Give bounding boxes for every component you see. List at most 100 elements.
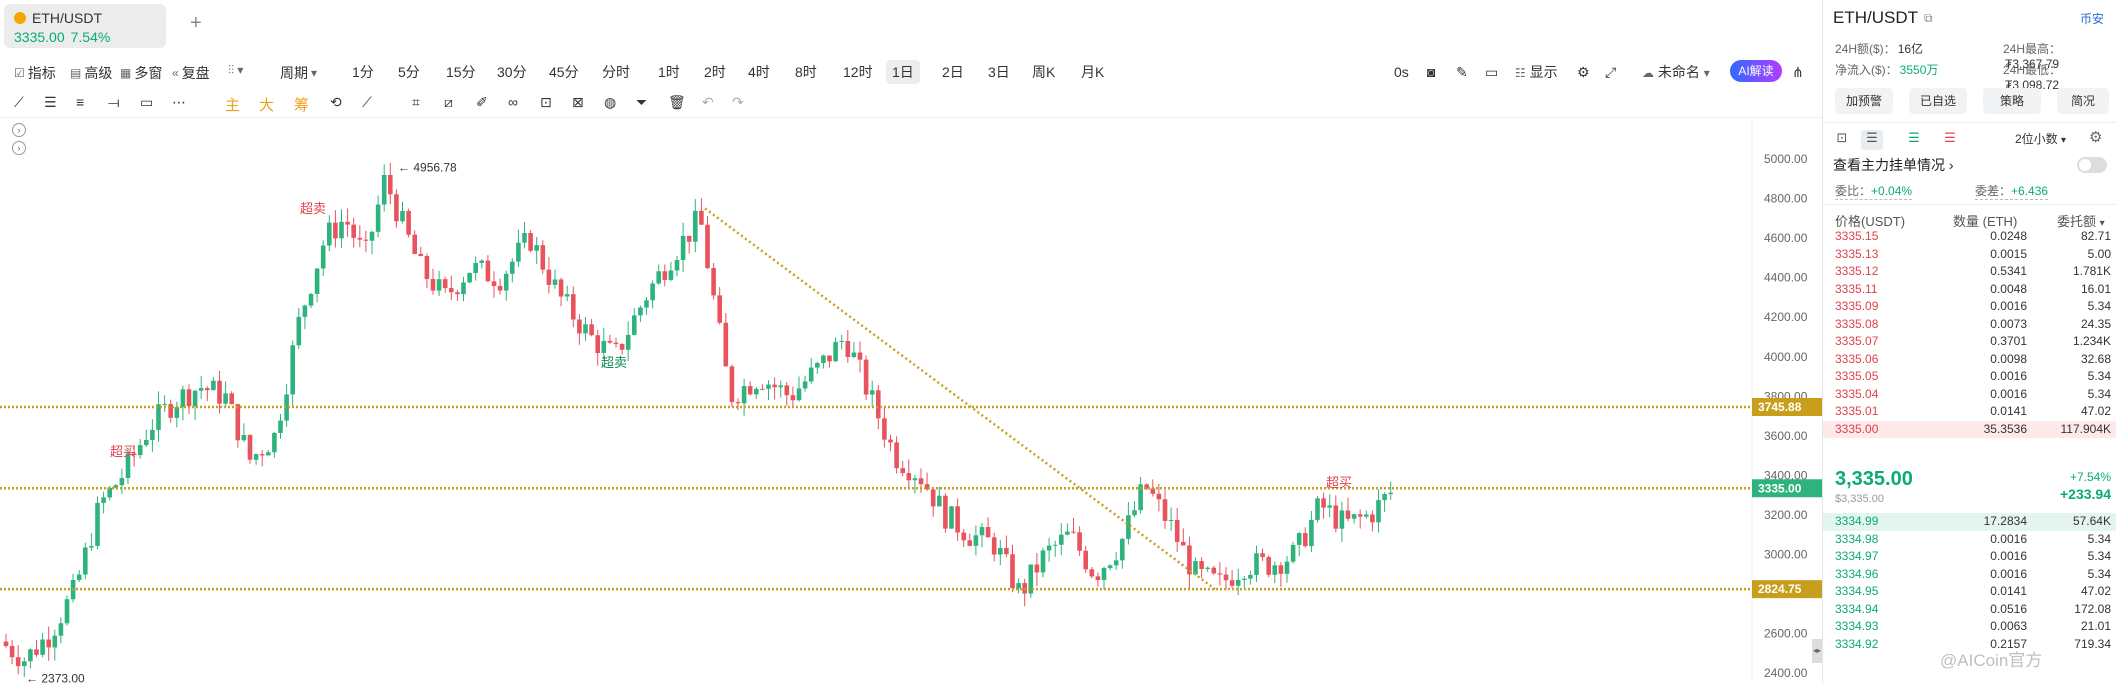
add-tab-button[interactable]: + — [190, 12, 202, 34]
share-icon[interactable]: ⋔ — [1792, 64, 1804, 80]
period-3[interactable]: 30分 — [497, 64, 527, 80]
candle-body — [821, 355, 826, 363]
trash-icon[interactable]: 🗑 — [668, 94, 686, 110]
ray-tool-icon[interactable]: ⟞ — [108, 94, 120, 110]
main-orders-toggle[interactable] — [2077, 157, 2107, 173]
period-dropdown[interactable]: 周期 ▾ — [280, 65, 318, 81]
ruler-tool-icon[interactable]: ⧄ — [444, 94, 453, 110]
candle-body — [833, 341, 838, 362]
period-1[interactable]: 5分 — [398, 64, 420, 80]
chart-type-button[interactable]: ⫶⫶ ▾ — [228, 63, 243, 78]
candlestick-chart[interactable]: › › 5000.00 4800.00 4600.00 4400.00 4200.00 4… — [0, 119, 1822, 683]
copy-icon[interactable]: ⧉ — [1924, 10, 1933, 25]
settings-icon[interactable]: ⚙ — [1577, 64, 1590, 80]
measure-tool-icon[interactable]: ⟋ — [362, 94, 372, 110]
more-tools-icon[interactable]: ⋯ — [172, 94, 186, 110]
bid-row[interactable]: 3334.93 0.0063 21.01 — [1823, 618, 2116, 636]
bid-row[interactable]: 3334.92 0.2157 719.34 — [1823, 636, 2116, 654]
crop-tool-icon[interactable]: ⌗ — [412, 94, 420, 110]
ask-row[interactable]: 3335.07 0.3701 1.234K — [1823, 333, 2116, 351]
price-axis-label: 3200.00 — [1764, 508, 1808, 522]
lock-tool-icon[interactable]: ⊡ — [540, 94, 552, 110]
ask-row[interactable]: 3335.15 0.0248 82.71 — [1823, 228, 2116, 246]
period-12[interactable]: 2日 — [942, 64, 964, 80]
main-force-button[interactable]: 主 — [225, 97, 241, 114]
brush-tool-icon[interactable]: ✐ — [476, 94, 488, 110]
chips-button[interactable]: 筹 — [294, 97, 310, 114]
ask-total: 1.234K — [2072, 334, 2111, 348]
ask-row[interactable]: 3335.12 0.5341 1.781K — [1823, 263, 2116, 281]
magnet2-tool-icon[interactable]: ◍ — [604, 94, 617, 110]
candle-body — [1077, 532, 1082, 551]
chart-scroll-handle[interactable]: ◂▸ — [1812, 639, 1822, 663]
exchange-link[interactable]: 币安 — [2079, 12, 2104, 26]
display-button[interactable]: ☷ 显示 — [1515, 64, 1558, 80]
period-13[interactable]: 3日 — [988, 64, 1010, 80]
bid-row[interactable]: 3334.95 0.0141 47.02 — [1823, 583, 2116, 601]
book-mode-bids-icon[interactable]: ☰ — [1908, 130, 1920, 145]
big-order-button[interactable]: 大 — [259, 97, 275, 114]
book-mode-asks-icon[interactable]: ☰ — [1944, 130, 1956, 145]
period-2[interactable]: 15分 — [446, 64, 476, 80]
period-14[interactable]: 周K — [1032, 64, 1056, 80]
fullscreen-icon[interactable]: ⤢ — [1605, 64, 1617, 80]
ask-row[interactable]: 3335.11 0.0048 16.01 — [1823, 281, 2116, 299]
magnet-tool-icon[interactable]: ⟲ — [330, 94, 342, 110]
ask-row[interactable]: 3335.04 0.0016 5.34 — [1823, 386, 2116, 404]
bid-row[interactable]: 3334.94 0.0516 172.08 — [1823, 601, 2116, 619]
book-mode-both-icon[interactable]: ☰ — [1861, 130, 1883, 150]
period-5[interactable]: 分时 — [602, 64, 630, 80]
book-mode-depth-icon[interactable]: ⊡ — [1836, 130, 1848, 145]
tab-eth-usdt[interactable]: ETH/USDT 3335.00 7.54% — [4, 4, 166, 48]
alert-tool-icon[interactable]: ⊠ — [572, 94, 584, 110]
watchlist-button[interactable]: 已自选 — [1909, 88, 1967, 114]
ask-row[interactable]: 3335.08 0.0073 24.35 — [1823, 316, 2116, 334]
multi-window-button[interactable]: ▦ 多窗 — [120, 65, 163, 81]
period-15[interactable]: 月K — [1081, 64, 1105, 80]
camera-icon[interactable]: ◙ — [1427, 64, 1436, 80]
ask-row[interactable]: 3335.00 35.3536 117.904K — [1823, 420, 2116, 438]
redo-icon[interactable]: ↷ — [732, 94, 744, 110]
ask-price: 3335.12 — [1835, 264, 1879, 278]
ai-interpret-button[interactable]: AI解读 — [1730, 60, 1782, 82]
ask-row[interactable]: 3335.06 0.0098 32.68 — [1823, 351, 2116, 369]
rectangle-tool-icon[interactable]: ▭ — [140, 94, 154, 110]
expand-icon[interactable]: › — [12, 141, 26, 155]
replay-button[interactable]: «复盘 — [172, 65, 210, 81]
channel-tool-icon[interactable]: ≡ — [76, 94, 85, 110]
pencil-icon[interactable]: ✎ — [1456, 64, 1468, 80]
bid-row[interactable]: 3334.96 0.0016 5.34 — [1823, 566, 2116, 584]
period-11[interactable]: 1日 — [886, 60, 920, 84]
indicator-button[interactable]: ☑ 指标 — [14, 65, 56, 81]
overview-button[interactable]: 简况 — [2057, 88, 2109, 114]
ask-row[interactable]: 3335.05 0.0016 5.34 — [1823, 368, 2116, 386]
period-4[interactable]: 45分 — [549, 64, 579, 80]
period-8[interactable]: 4时 — [748, 64, 770, 80]
h-lines-tool-icon[interactable]: ☰ — [44, 94, 57, 110]
add-alert-button[interactable]: 加预警 — [1835, 88, 1893, 114]
book-settings-icon[interactable]: ⚙ — [2089, 129, 2103, 146]
period-10[interactable]: 12时 — [843, 64, 873, 80]
col-total[interactable]: 委托额 ▾ — [2057, 214, 2105, 229]
period-9[interactable]: 8时 — [795, 64, 817, 80]
period-7[interactable]: 2时 — [704, 64, 726, 80]
layout-dropdown[interactable]: ☁ 未命名 ▾ — [1642, 64, 1710, 80]
filter-tool-icon[interactable]: ⏷ — [636, 94, 648, 110]
undo-icon[interactable]: ↶ — [702, 94, 714, 110]
comment-icon[interactable]: ▭ — [1485, 64, 1499, 80]
bid-row[interactable]: 3334.98 0.0016 5.34 — [1823, 531, 2116, 549]
bid-row[interactable]: 3334.97 0.0016 5.34 — [1823, 548, 2116, 566]
decimals-dropdown[interactable]: 2位小数 ▾ — [2015, 132, 2067, 146]
strategy-button[interactable]: 策略 — [1983, 88, 2041, 114]
candle-body — [906, 473, 912, 481]
period-0[interactable]: 1分 — [352, 64, 374, 80]
expand-icon[interactable]: › — [12, 123, 26, 137]
advanced-button[interactable]: ▤ 高级 — [70, 65, 113, 81]
pattern-tool-icon[interactable]: ∞ — [508, 94, 518, 110]
ask-row[interactable]: 3335.01 0.0141 47.02 — [1823, 403, 2116, 421]
line-tool-icon[interactable]: ⟋ — [14, 94, 24, 110]
bid-row[interactable]: 3334.99 17.2834 57.64K — [1823, 513, 2116, 531]
period-6[interactable]: 1时 — [658, 64, 680, 80]
ask-row[interactable]: 3335.09 0.0016 5.34 — [1823, 298, 2116, 316]
ask-row[interactable]: 3335.13 0.0015 5.00 — [1823, 246, 2116, 264]
